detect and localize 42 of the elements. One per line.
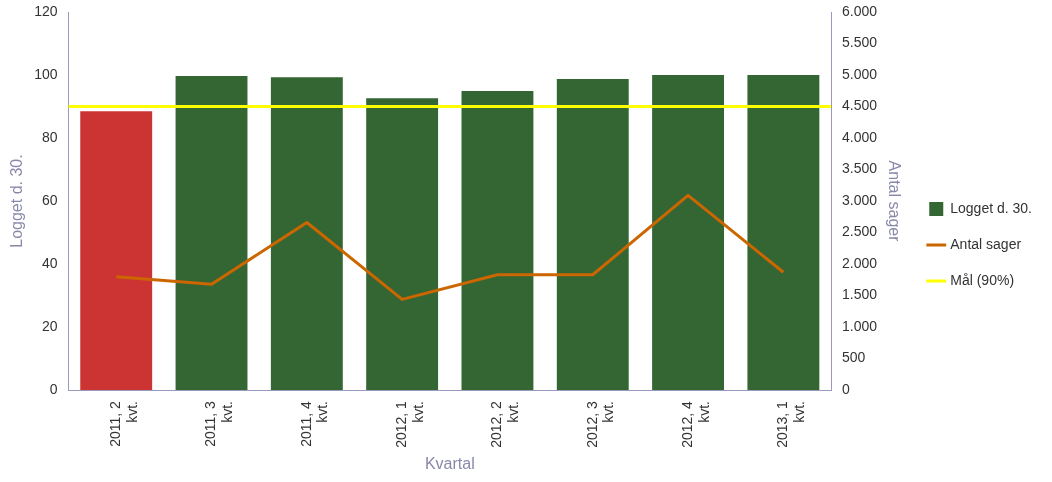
y-tick-label: 20 bbox=[41, 317, 58, 334]
bar bbox=[461, 91, 534, 391]
bar bbox=[366, 98, 439, 391]
y-tick-label: 0 bbox=[49, 380, 58, 397]
x-tick-label: 2011, 3 kvt. bbox=[202, 400, 236, 447]
x-tick-label: 2011, 4 kvt. bbox=[297, 400, 331, 447]
x-tick-label: 2012, 1 kvt. bbox=[393, 400, 426, 448]
y2-axis-title: Antal sager bbox=[886, 160, 904, 243]
y2-tick-label: 2.500 bbox=[842, 223, 878, 240]
y2-tick-label: 6.000 bbox=[842, 2, 878, 19]
legend-label: Logget d. 30. bbox=[950, 199, 1033, 216]
y-tick-label: 40 bbox=[41, 254, 58, 271]
bar bbox=[80, 111, 153, 391]
y-tick-label: 80 bbox=[41, 128, 58, 145]
x-tick-label: 2012, 2 kvt. bbox=[488, 400, 522, 448]
y-tick-label: 120 bbox=[34, 2, 58, 19]
bar bbox=[270, 77, 343, 391]
x-axis-title: Kvartal bbox=[424, 454, 475, 472]
y2-tick-label: 2.000 bbox=[842, 254, 878, 271]
y2-tick-label: 500 bbox=[842, 349, 866, 366]
x-tick-label: 2011, 2 kvt. bbox=[107, 400, 140, 447]
x-tick-label: 2012, 3 kvt. bbox=[583, 400, 617, 448]
y2-tick-label: 4.500 bbox=[842, 97, 878, 114]
y-tick-label: 100 bbox=[34, 65, 58, 82]
y2-tick-label: 5.500 bbox=[842, 34, 878, 51]
y2-tick-label: 0 bbox=[842, 380, 851, 397]
x-tick-label: 2012, 4 kvt. bbox=[678, 400, 712, 448]
y-axis-title: Logget d. 30. bbox=[8, 154, 26, 248]
legend-label: Antal sager bbox=[950, 235, 1022, 252]
bar bbox=[747, 75, 820, 391]
y2-tick-label: 3.500 bbox=[842, 160, 878, 177]
y2-tick-label: 3.000 bbox=[842, 191, 878, 208]
y2-tick-label: 1.000 bbox=[842, 317, 878, 334]
bar bbox=[556, 79, 629, 391]
y2-tick-label: 4.000 bbox=[842, 128, 878, 145]
y2-tick-label: 1.500 bbox=[842, 286, 878, 303]
legend-label: Mål (90%) bbox=[950, 271, 1015, 288]
bar bbox=[175, 75, 248, 391]
y-tick-label: 60 bbox=[41, 191, 58, 208]
y2-tick-label: 5.000 bbox=[842, 65, 878, 82]
bar bbox=[652, 75, 725, 391]
x-tick-label: 2013, 1 kvt. bbox=[774, 400, 808, 448]
